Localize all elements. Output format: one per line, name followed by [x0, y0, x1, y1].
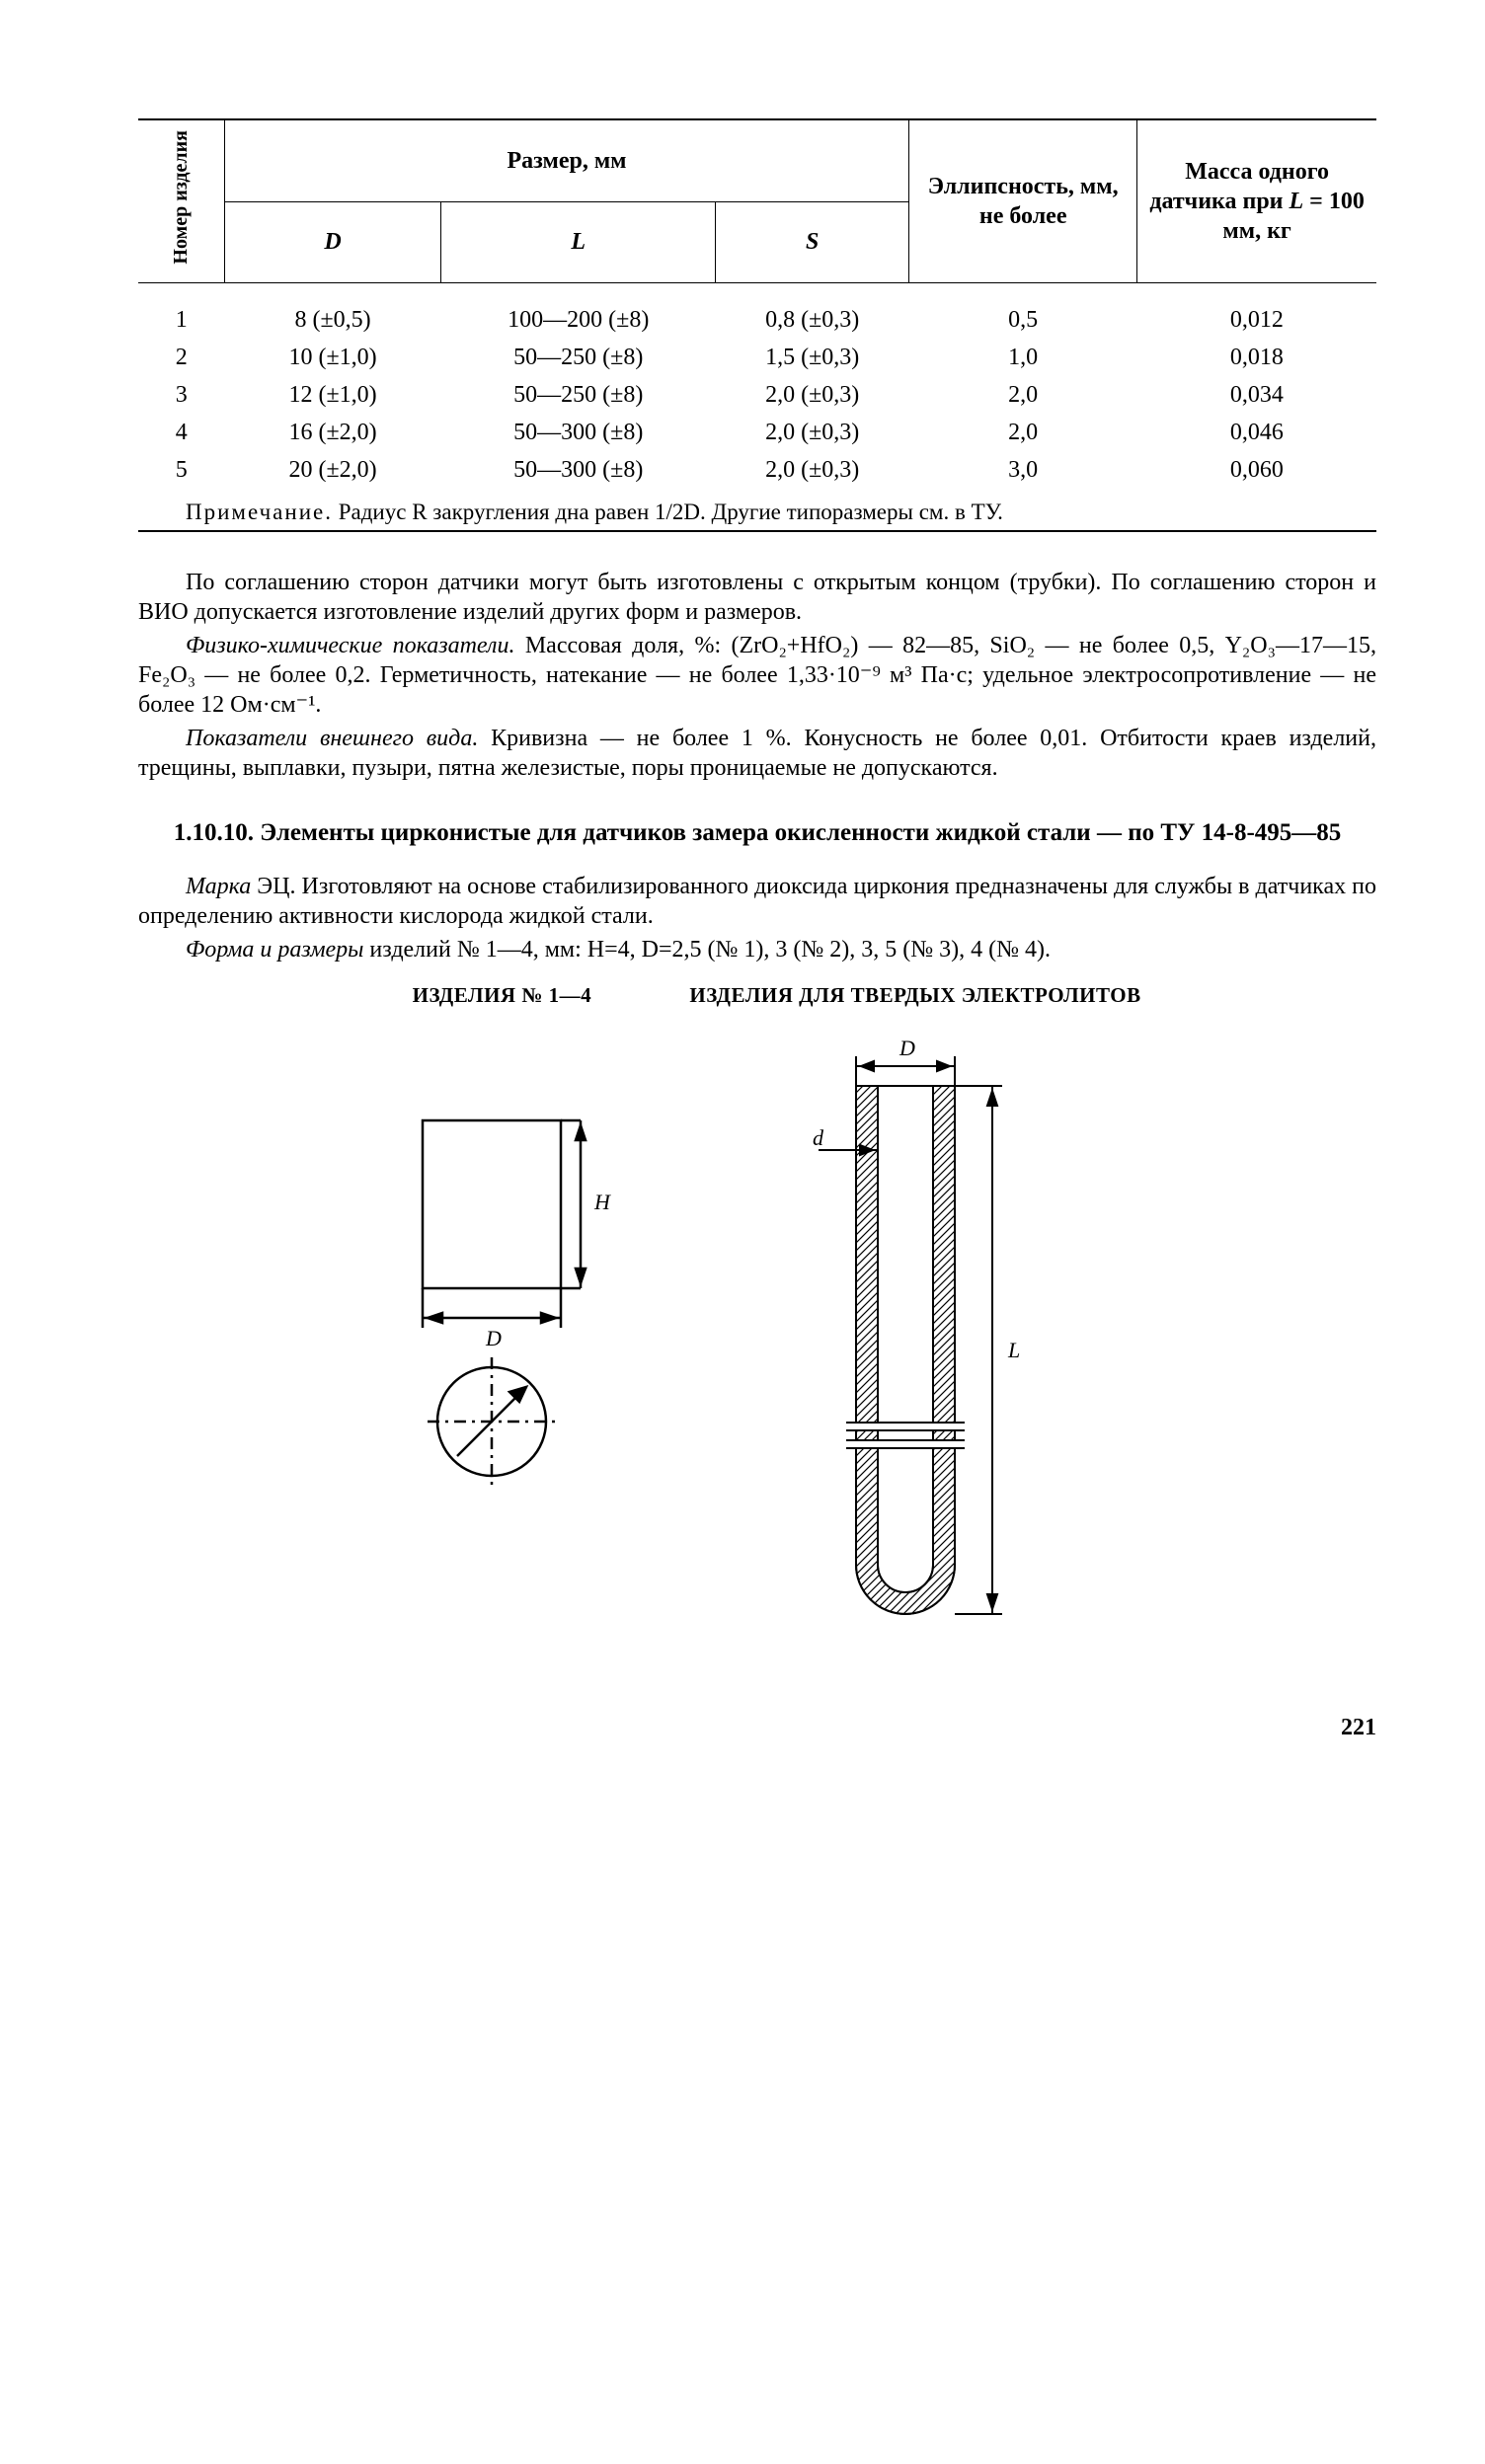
table-row: 4 16 (±2,0) 50—300 (±8) 2,0 (±0,3) 2,0 0…	[138, 414, 1376, 451]
figures-row: ИЗДЕЛИЯ № 1—4	[138, 982, 1376, 1644]
col-mass-header: Масса одного датчика при L = 100 мм, кг	[1149, 159, 1365, 244]
figure-2-svg: D d L	[767, 1032, 1063, 1644]
paragraph-mark: Марка ЭЦ. Изготовляют на основе стабилиз…	[138, 872, 1376, 931]
col-size-group: Размер, мм	[224, 119, 908, 201]
section-heading: 1.10.10. Элементы цирконистые для датчик…	[138, 816, 1376, 850]
col-number-header: Номер изделия	[167, 124, 195, 270]
figure-1: ИЗДЕЛИЯ № 1—4	[373, 982, 630, 1644]
table-note: Примечание. Радиус R закругления дна рав…	[138, 499, 1376, 527]
fig1-D-label: D	[485, 1326, 502, 1350]
table-row: 5 20 (±2,0) 50—300 (±8) 2,0 (±0,3) 3,0 0…	[138, 451, 1376, 489]
paragraph-appearance: Показатели внешнего вида. Кривизна — не …	[138, 724, 1376, 783]
page-number: 221	[138, 1713, 1376, 1742]
col-S-header: S	[716, 201, 909, 282]
paragraph-agreement: По соглашению сторон датчики могут быть …	[138, 568, 1376, 627]
size-table: Номер изделия Размер, мм Эллипсность, мм…	[138, 118, 1376, 489]
fig2-d-label: d	[813, 1125, 824, 1150]
table-row: 2 10 (±1,0) 50—250 (±8) 1,5 (±0,3) 1,0 0…	[138, 339, 1376, 376]
col-ellipse-header: Эллипсность, мм, не более	[909, 119, 1137, 282]
paragraph-physchem: Физико-химические показатели. Массовая д…	[138, 631, 1376, 720]
fig2-D-label: D	[899, 1036, 915, 1060]
col-D-header: D	[224, 201, 440, 282]
table-row: 1 8 (±0,5) 100—200 (±8) 0,8 (±0,3) 0,5 0…	[138, 301, 1376, 339]
figure-1-svg: H D	[373, 1032, 630, 1505]
table-row: 3 12 (±1,0) 50—250 (±8) 2,0 (±0,3) 2,0 0…	[138, 376, 1376, 414]
fig1-H-label: H	[593, 1190, 611, 1214]
fig2-L-label: L	[1007, 1338, 1020, 1362]
figure-2: ИЗДЕЛИЯ ДЛЯ ТВЕРДЫХ ЭЛЕКТРОЛИТОВ	[689, 982, 1140, 1644]
col-L-header: L	[441, 201, 716, 282]
paragraph-form: Форма и размеры изделий № 1—4, мм: H=4, …	[138, 935, 1376, 964]
